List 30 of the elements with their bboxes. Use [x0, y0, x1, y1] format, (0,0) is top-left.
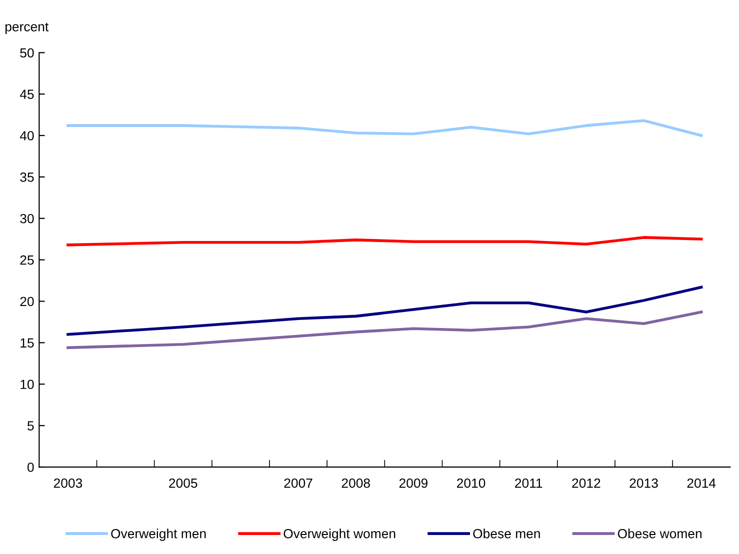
x-tick-label: 2005 — [169, 478, 198, 488]
x-tick-label: 2012 — [572, 478, 600, 488]
x-tick-label: 2013 — [630, 478, 658, 488]
y-tick-label: 5 — [27, 421, 34, 430]
y-axis-title: percent — [5, 22, 49, 34]
legend-label: Obese women — [618, 528, 702, 538]
x-tick-label: 2009 — [399, 478, 428, 488]
y-tick-label: 40 — [20, 131, 34, 140]
y-tick-label: 30 — [20, 214, 34, 224]
line-series — [66, 310, 703, 350]
y-tick-label: 10 — [20, 380, 34, 390]
y-tick-label: 25 — [20, 255, 34, 265]
x-tick-label: 2003 — [54, 478, 82, 488]
x-tick-label: 2011 — [515, 478, 542, 488]
legend-label: Obese men — [473, 528, 540, 538]
x-tick-label: 2014 — [687, 478, 716, 488]
line-series — [66, 119, 703, 137]
x-tick-label: 2008 — [342, 478, 370, 488]
legend-label: Overweight men — [111, 528, 206, 541]
line-series — [66, 286, 703, 336]
y-tick-label: 0 — [27, 462, 34, 472]
x-tick-label: 2010 — [457, 478, 486, 488]
y-tick-label: 45 — [20, 90, 34, 99]
y-tick-label: 20 — [20, 296, 34, 306]
x-tick-label: 2007 — [284, 478, 312, 488]
legend-label: Overweight women — [284, 528, 396, 541]
line-series — [66, 236, 703, 246]
y-tick-label: 50 — [20, 48, 34, 58]
y-tick-label: 15 — [20, 338, 34, 348]
y-tick-label: 35 — [20, 172, 34, 182]
